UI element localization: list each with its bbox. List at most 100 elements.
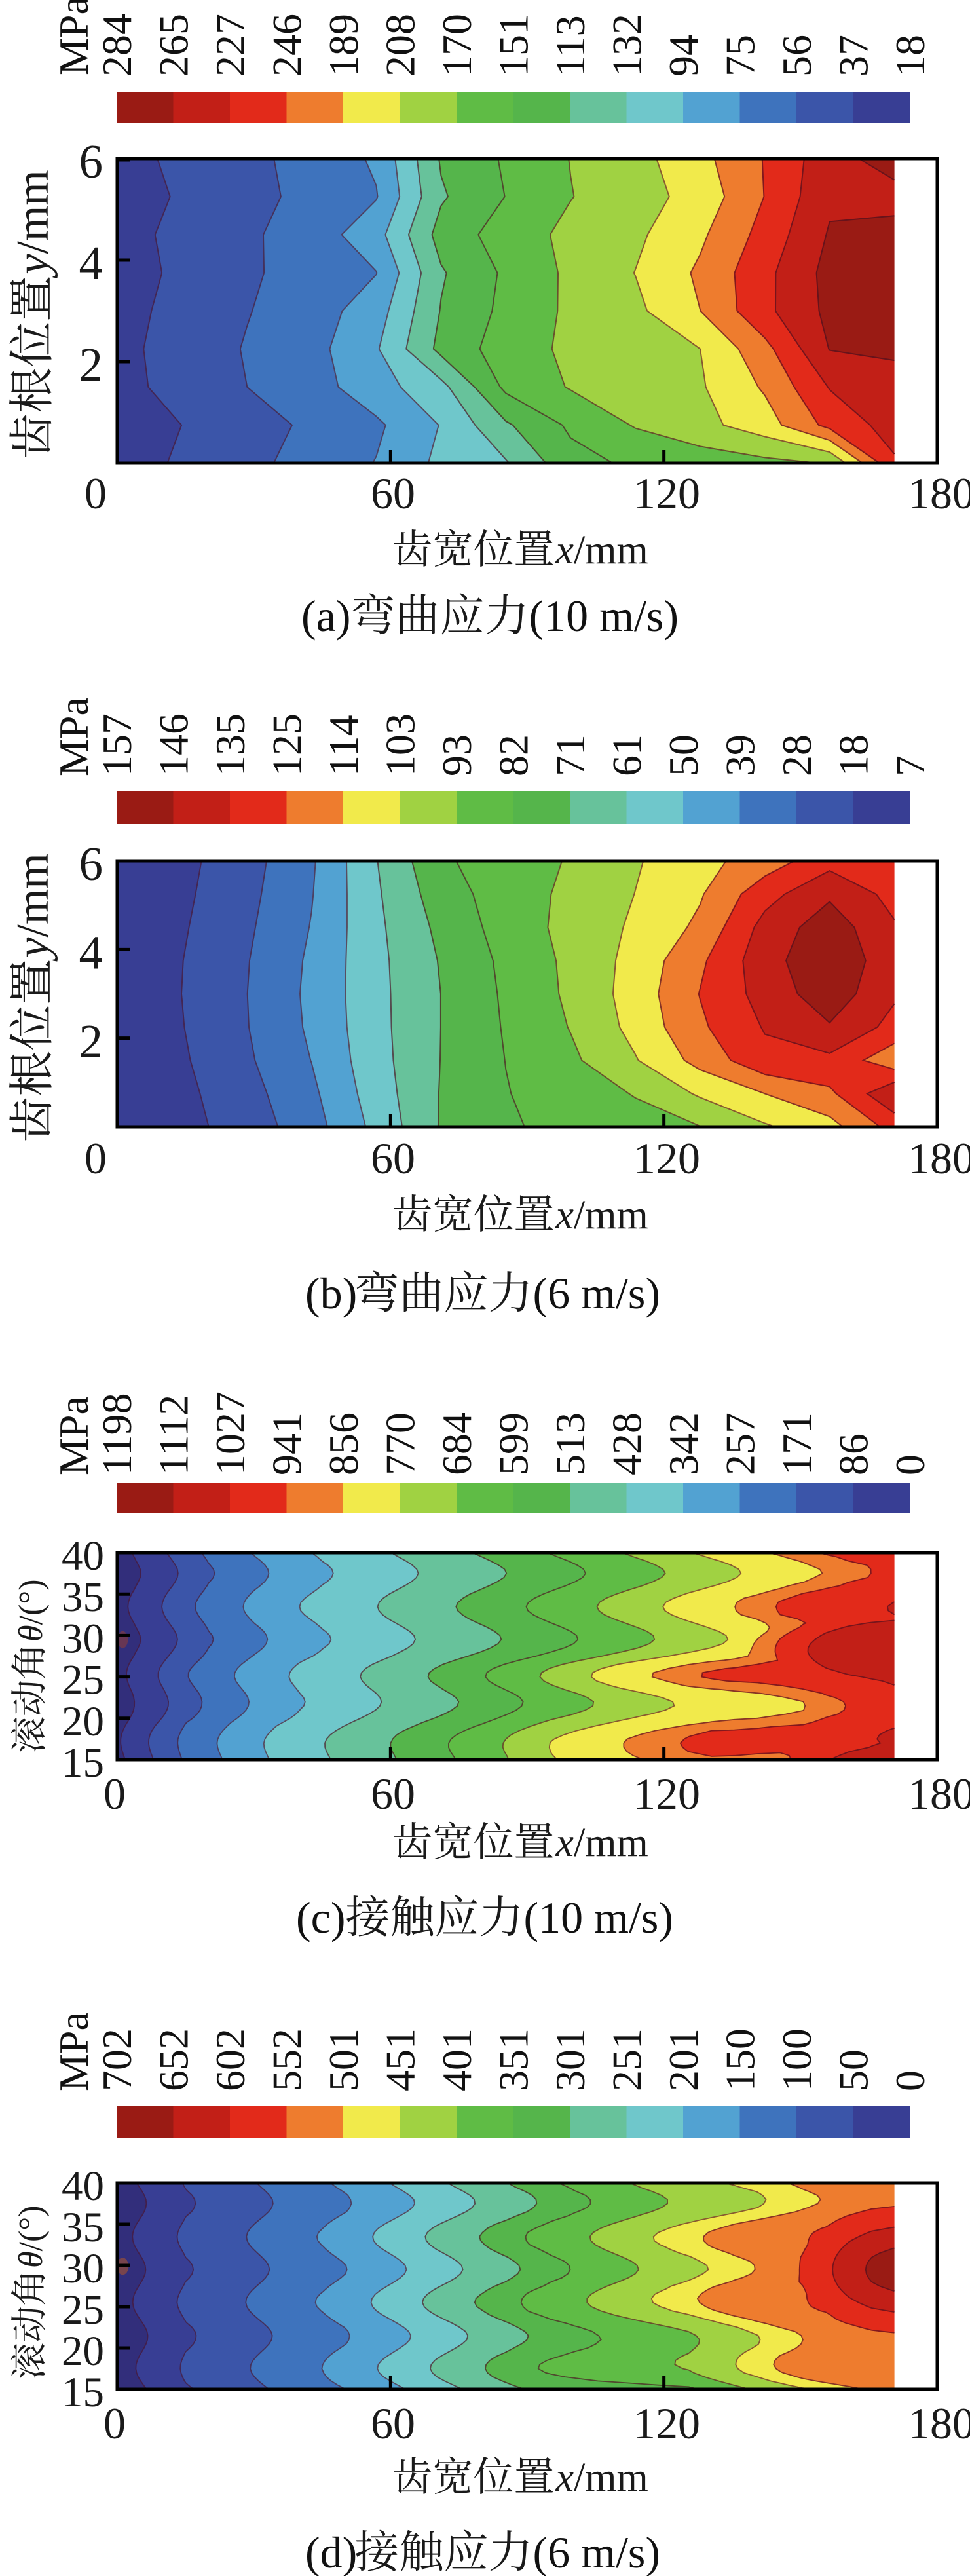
svg-text:501: 501 <box>320 2028 367 2091</box>
svg-text:(6 m/s): (6 m/s) <box>533 2528 661 2576</box>
svg-text:2: 2 <box>79 1015 103 1068</box>
svg-text:0: 0 <box>103 1769 126 1819</box>
svg-text:6: 6 <box>79 135 103 188</box>
svg-text:170: 170 <box>434 14 480 77</box>
svg-text:246: 246 <box>263 14 310 77</box>
svg-text:301: 301 <box>547 2028 593 2091</box>
svg-text:71: 71 <box>547 734 593 776</box>
svg-text:MPa: MPa <box>50 697 97 776</box>
svg-text:y/mm: y/mm <box>8 170 58 278</box>
svg-text:60: 60 <box>371 2398 415 2448</box>
svg-text:227: 227 <box>207 14 253 77</box>
svg-text:770: 770 <box>377 1412 423 1475</box>
svg-text:171: 171 <box>774 1412 820 1475</box>
svg-text:(b): (b) <box>305 1268 357 1318</box>
svg-text:50: 50 <box>830 2049 876 2091</box>
svg-text:93: 93 <box>434 734 480 776</box>
svg-text:30: 30 <box>62 2245 104 2292</box>
svg-text:180: 180 <box>908 1133 970 1183</box>
svg-text:428: 428 <box>603 1412 650 1475</box>
svg-text:201: 201 <box>660 2028 707 2091</box>
svg-text:120: 120 <box>633 1769 700 1819</box>
svg-text:284: 284 <box>94 14 140 77</box>
svg-text:61: 61 <box>603 734 650 776</box>
svg-text:θ/(°): θ/(°) <box>12 1579 50 1642</box>
svg-text:MPa: MPa <box>50 2012 97 2091</box>
svg-text:40: 40 <box>62 1532 104 1580</box>
svg-text:0: 0 <box>887 2070 933 2091</box>
svg-text:180: 180 <box>908 1769 970 1819</box>
svg-text:451: 451 <box>377 2028 423 2091</box>
svg-text:35: 35 <box>62 1574 104 1621</box>
svg-text:25: 25 <box>62 2286 104 2334</box>
svg-text:θ/(°): θ/(°) <box>12 2205 50 2268</box>
svg-text:513: 513 <box>547 1412 593 1475</box>
svg-text:30: 30 <box>62 1615 104 1662</box>
svg-text:35: 35 <box>62 2204 104 2251</box>
svg-text:100: 100 <box>774 2028 820 2091</box>
svg-text:265: 265 <box>150 14 196 77</box>
svg-text:602: 602 <box>207 2028 253 2091</box>
svg-text:552: 552 <box>263 2028 310 2091</box>
svg-text:x/mm: x/mm <box>555 1193 648 1238</box>
svg-text:60: 60 <box>371 1769 415 1819</box>
svg-text:113: 113 <box>547 15 593 77</box>
svg-text:82: 82 <box>490 734 536 776</box>
svg-text:75: 75 <box>717 35 763 77</box>
svg-text:37: 37 <box>830 35 876 77</box>
svg-text:(6 m/s): (6 m/s) <box>533 1268 661 1318</box>
svg-text:157: 157 <box>94 713 140 776</box>
svg-text:702: 702 <box>94 2028 140 2091</box>
svg-text:1112: 1112 <box>150 1395 196 1475</box>
svg-text:4: 4 <box>79 926 103 979</box>
svg-text:401: 401 <box>434 2028 480 2091</box>
svg-text:15: 15 <box>62 2369 104 2416</box>
svg-text:94: 94 <box>660 35 707 77</box>
svg-text:684: 684 <box>434 1412 480 1475</box>
svg-text:x/mm: x/mm <box>555 528 648 573</box>
svg-text:941: 941 <box>263 1412 310 1475</box>
svg-text:351: 351 <box>490 2028 536 2091</box>
svg-text:(10 m/s): (10 m/s) <box>524 1893 674 1942</box>
svg-text:180: 180 <box>908 468 970 518</box>
svg-text:208: 208 <box>377 14 423 77</box>
svg-text:189: 189 <box>320 14 367 77</box>
svg-text:0: 0 <box>103 2398 126 2448</box>
svg-text:135: 135 <box>207 713 253 776</box>
svg-text:4: 4 <box>79 237 103 290</box>
svg-text:y/mm: y/mm <box>8 853 58 961</box>
svg-text:257: 257 <box>717 1412 763 1475</box>
svg-text:18: 18 <box>887 35 933 77</box>
svg-text:40: 40 <box>62 2163 104 2210</box>
svg-text:120: 120 <box>633 468 700 518</box>
svg-text:18: 18 <box>830 734 876 776</box>
svg-text:103: 103 <box>377 713 423 776</box>
svg-text:56: 56 <box>774 35 820 77</box>
svg-text:(10 m/s): (10 m/s) <box>529 591 679 641</box>
svg-text:251: 251 <box>603 2028 650 2091</box>
svg-text:1198: 1198 <box>94 1393 140 1475</box>
svg-text:120: 120 <box>633 1133 700 1183</box>
svg-text:28: 28 <box>774 734 820 776</box>
svg-text:x/mm: x/mm <box>555 2455 648 2500</box>
svg-text:2: 2 <box>79 338 103 391</box>
svg-text:60: 60 <box>371 1133 415 1183</box>
svg-text:180: 180 <box>908 2398 970 2448</box>
svg-text:342: 342 <box>660 1412 707 1475</box>
svg-text:125: 125 <box>263 713 310 776</box>
svg-text:(c): (c) <box>296 1893 345 1942</box>
svg-text:599: 599 <box>490 1412 536 1475</box>
svg-text:20: 20 <box>62 1698 104 1745</box>
svg-text:x/mm: x/mm <box>555 1821 648 1865</box>
svg-text:(a): (a) <box>301 591 350 641</box>
svg-text:151: 151 <box>490 14 536 77</box>
svg-text:6: 6 <box>79 837 103 890</box>
svg-text:MPa: MPa <box>50 1396 97 1475</box>
svg-text:1027: 1027 <box>207 1392 253 1475</box>
svg-text:7: 7 <box>887 755 933 776</box>
svg-text:146: 146 <box>150 713 196 776</box>
svg-text:856: 856 <box>320 1412 367 1475</box>
svg-text:652: 652 <box>150 2028 196 2091</box>
svg-text:50: 50 <box>660 734 707 776</box>
svg-text:86: 86 <box>830 1433 876 1475</box>
